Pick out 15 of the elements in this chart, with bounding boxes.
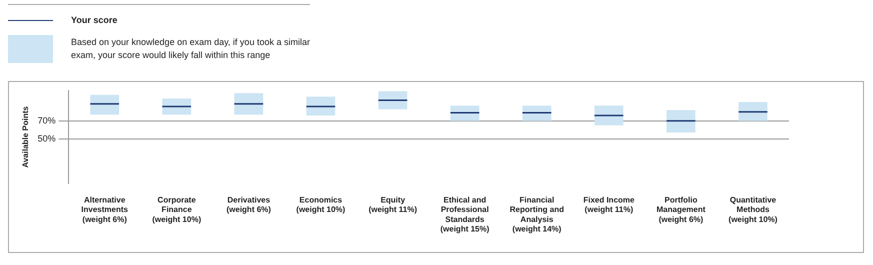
x-tick-label: Equity (weight 11%) [368,196,418,214]
x-tick-label: Financial Reporting and Analysis (weight 14%) [510,196,564,234]
y-tick-label: 50% [38,133,56,144]
x-tick-label: Fixed Income (weight 11%) [583,196,636,214]
text: Based on your knowledge on exam day, if you took a similar exam, your score would likely fall within this range [71,36,311,62]
x-tick-label: Economics (weight 10%) [296,196,346,214]
x-tick-label: Ethical and Professional Standards (weight 15%) [440,196,490,234]
x-tick-label: Portfolio Management (weight 6%) [656,196,706,224]
x-tick-label: Quantitative Methods (weight 10%) [728,196,778,224]
x-tick-label: Alternative Investments (weight 6%) [81,196,129,224]
y-tick-label: 70% [38,115,56,126]
x-tick-label: Corporate Finance (weight 10%) [152,196,202,224]
y-axis-title: Available Points [21,106,30,168]
x-tick-label: Derivatives (weight 6%) [226,196,272,214]
text: Your score [71,15,118,25]
